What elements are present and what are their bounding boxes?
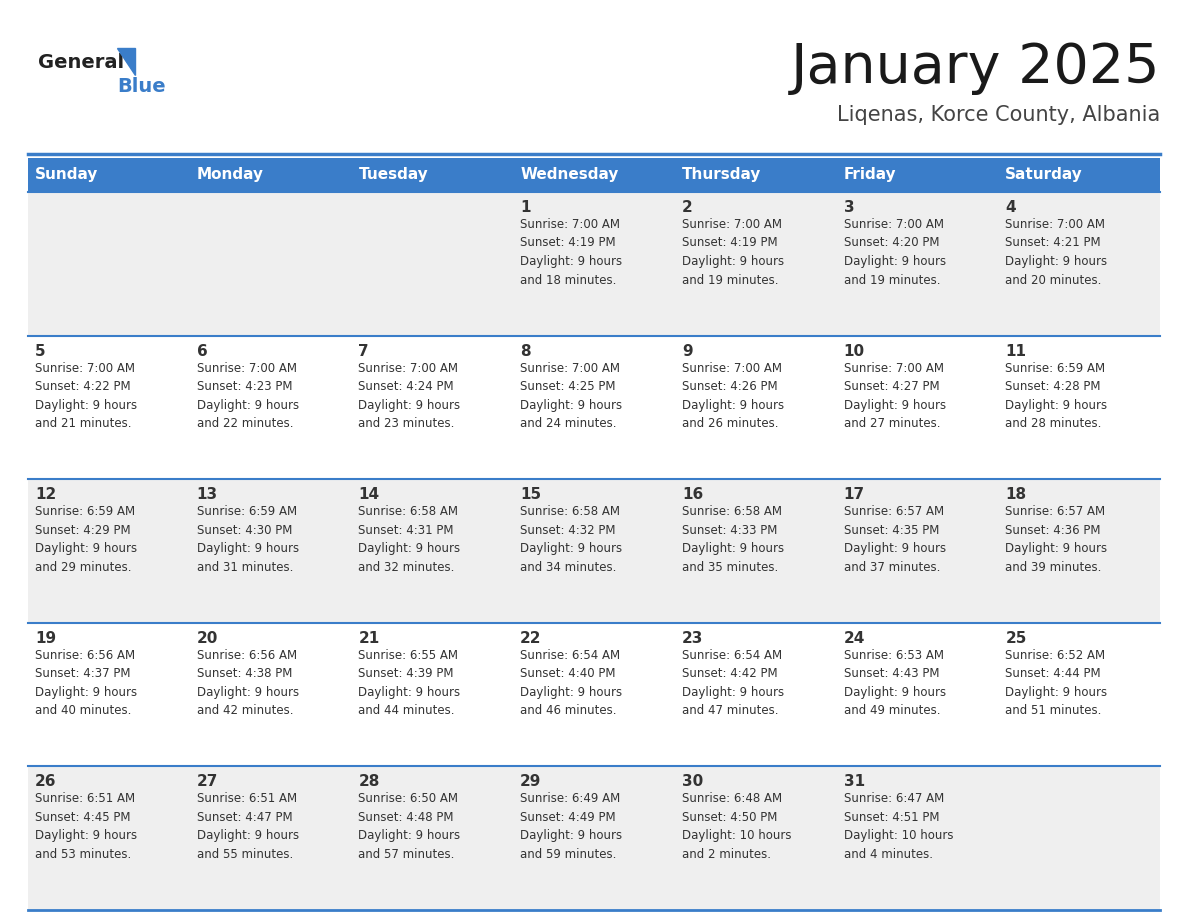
Bar	[998, 158, 1159, 192]
Text: Sunrise: 7:00 AM
Sunset: 4:19 PM
Daylight: 9 hours
and 18 minutes.: Sunrise: 7:00 AM Sunset: 4:19 PM Dayligh…	[520, 218, 623, 286]
Text: Sunrise: 6:48 AM
Sunset: 4:50 PM
Daylight: 10 hours
and 2 minutes.: Sunrise: 6:48 AM Sunset: 4:50 PM Dayligh…	[682, 792, 791, 861]
Text: 26: 26	[34, 775, 57, 789]
Text: Sunrise: 7:00 AM
Sunset: 4:23 PM
Daylight: 9 hours
and 22 minutes.: Sunrise: 7:00 AM Sunset: 4:23 PM Dayligh…	[197, 362, 299, 431]
Text: Sunrise: 6:57 AM
Sunset: 4:35 PM
Daylight: 9 hours
and 37 minutes.: Sunrise: 6:57 AM Sunset: 4:35 PM Dayligh…	[843, 505, 946, 574]
Text: General: General	[38, 52, 124, 72]
Bar	[836, 158, 998, 192]
Text: Tuesday: Tuesday	[359, 167, 428, 183]
Bar	[29, 479, 1159, 622]
Text: Sunrise: 6:50 AM
Sunset: 4:48 PM
Daylight: 9 hours
and 57 minutes.: Sunrise: 6:50 AM Sunset: 4:48 PM Dayligh…	[359, 792, 461, 861]
Polygon shape	[116, 48, 135, 75]
Text: 17: 17	[843, 487, 865, 502]
Text: 5: 5	[34, 343, 45, 359]
Text: 27: 27	[197, 775, 219, 789]
Bar	[29, 192, 1159, 336]
Text: Sunrise: 6:53 AM
Sunset: 4:43 PM
Daylight: 9 hours
and 49 minutes.: Sunrise: 6:53 AM Sunset: 4:43 PM Dayligh…	[843, 649, 946, 717]
Text: 10: 10	[843, 343, 865, 359]
Text: Saturday: Saturday	[1005, 167, 1083, 183]
Text: Sunrise: 6:59 AM
Sunset: 4:28 PM
Daylight: 9 hours
and 28 minutes.: Sunrise: 6:59 AM Sunset: 4:28 PM Dayligh…	[1005, 362, 1107, 431]
Text: 14: 14	[359, 487, 379, 502]
Text: Friday: Friday	[843, 167, 896, 183]
Text: Sunrise: 6:47 AM
Sunset: 4:51 PM
Daylight: 10 hours
and 4 minutes.: Sunrise: 6:47 AM Sunset: 4:51 PM Dayligh…	[843, 792, 953, 861]
Text: 23: 23	[682, 631, 703, 645]
Text: Sunrise: 6:55 AM
Sunset: 4:39 PM
Daylight: 9 hours
and 44 minutes.: Sunrise: 6:55 AM Sunset: 4:39 PM Dayligh…	[359, 649, 461, 717]
Text: 20: 20	[197, 631, 219, 645]
Text: Sunrise: 6:56 AM
Sunset: 4:37 PM
Daylight: 9 hours
and 40 minutes.: Sunrise: 6:56 AM Sunset: 4:37 PM Dayligh…	[34, 649, 137, 717]
Bar	[513, 158, 675, 192]
Text: Sunrise: 6:59 AM
Sunset: 4:30 PM
Daylight: 9 hours
and 31 minutes.: Sunrise: 6:59 AM Sunset: 4:30 PM Dayligh…	[197, 505, 299, 574]
Text: January 2025: January 2025	[790, 41, 1159, 95]
Bar	[29, 158, 190, 192]
Text: Monday: Monday	[197, 167, 264, 183]
Text: 30: 30	[682, 775, 703, 789]
Text: Sunrise: 6:54 AM
Sunset: 4:40 PM
Daylight: 9 hours
and 46 minutes.: Sunrise: 6:54 AM Sunset: 4:40 PM Dayligh…	[520, 649, 623, 717]
Text: 9: 9	[682, 343, 693, 359]
Text: 11: 11	[1005, 343, 1026, 359]
Text: Thursday: Thursday	[682, 167, 762, 183]
Text: 7: 7	[359, 343, 369, 359]
Text: 25: 25	[1005, 631, 1026, 645]
Bar	[29, 767, 1159, 910]
Text: Sunrise: 6:54 AM
Sunset: 4:42 PM
Daylight: 9 hours
and 47 minutes.: Sunrise: 6:54 AM Sunset: 4:42 PM Dayligh…	[682, 649, 784, 717]
Text: 19: 19	[34, 631, 56, 645]
Text: Sunday: Sunday	[34, 167, 99, 183]
Text: 1: 1	[520, 200, 531, 215]
Text: 12: 12	[34, 487, 56, 502]
Text: 4: 4	[1005, 200, 1016, 215]
Text: Sunrise: 7:00 AM
Sunset: 4:20 PM
Daylight: 9 hours
and 19 minutes.: Sunrise: 7:00 AM Sunset: 4:20 PM Dayligh…	[843, 218, 946, 286]
Text: Sunrise: 6:58 AM
Sunset: 4:32 PM
Daylight: 9 hours
and 34 minutes.: Sunrise: 6:58 AM Sunset: 4:32 PM Dayligh…	[520, 505, 623, 574]
Text: 2: 2	[682, 200, 693, 215]
Text: 31: 31	[843, 775, 865, 789]
Bar	[29, 336, 1159, 479]
Text: 18: 18	[1005, 487, 1026, 502]
Text: Sunrise: 6:57 AM
Sunset: 4:36 PM
Daylight: 9 hours
and 39 minutes.: Sunrise: 6:57 AM Sunset: 4:36 PM Dayligh…	[1005, 505, 1107, 574]
Text: Blue: Blue	[116, 76, 165, 95]
Text: 3: 3	[843, 200, 854, 215]
Text: Sunrise: 7:00 AM
Sunset: 4:22 PM
Daylight: 9 hours
and 21 minutes.: Sunrise: 7:00 AM Sunset: 4:22 PM Dayligh…	[34, 362, 137, 431]
Text: 24: 24	[843, 631, 865, 645]
Text: Sunrise: 6:51 AM
Sunset: 4:45 PM
Daylight: 9 hours
and 53 minutes.: Sunrise: 6:51 AM Sunset: 4:45 PM Dayligh…	[34, 792, 137, 861]
Text: Liqenas, Korce County, Albania: Liqenas, Korce County, Albania	[836, 105, 1159, 125]
Bar	[675, 158, 836, 192]
Bar	[29, 622, 1159, 767]
Text: 21: 21	[359, 631, 380, 645]
Text: Sunrise: 6:52 AM
Sunset: 4:44 PM
Daylight: 9 hours
and 51 minutes.: Sunrise: 6:52 AM Sunset: 4:44 PM Dayligh…	[1005, 649, 1107, 717]
Text: Sunrise: 7:00 AM
Sunset: 4:25 PM
Daylight: 9 hours
and 24 minutes.: Sunrise: 7:00 AM Sunset: 4:25 PM Dayligh…	[520, 362, 623, 431]
Text: 16: 16	[682, 487, 703, 502]
Text: Wednesday: Wednesday	[520, 167, 619, 183]
Bar	[352, 158, 513, 192]
Text: 13: 13	[197, 487, 217, 502]
Text: Sunrise: 7:00 AM
Sunset: 4:19 PM
Daylight: 9 hours
and 19 minutes.: Sunrise: 7:00 AM Sunset: 4:19 PM Dayligh…	[682, 218, 784, 286]
Text: 22: 22	[520, 631, 542, 645]
Text: Sunrise: 6:56 AM
Sunset: 4:38 PM
Daylight: 9 hours
and 42 minutes.: Sunrise: 6:56 AM Sunset: 4:38 PM Dayligh…	[197, 649, 299, 717]
Text: Sunrise: 6:51 AM
Sunset: 4:47 PM
Daylight: 9 hours
and 55 minutes.: Sunrise: 6:51 AM Sunset: 4:47 PM Dayligh…	[197, 792, 299, 861]
Text: Sunrise: 6:58 AM
Sunset: 4:33 PM
Daylight: 9 hours
and 35 minutes.: Sunrise: 6:58 AM Sunset: 4:33 PM Dayligh…	[682, 505, 784, 574]
Text: Sunrise: 7:00 AM
Sunset: 4:26 PM
Daylight: 9 hours
and 26 minutes.: Sunrise: 7:00 AM Sunset: 4:26 PM Dayligh…	[682, 362, 784, 431]
Text: Sunrise: 6:59 AM
Sunset: 4:29 PM
Daylight: 9 hours
and 29 minutes.: Sunrise: 6:59 AM Sunset: 4:29 PM Dayligh…	[34, 505, 137, 574]
Text: 28: 28	[359, 775, 380, 789]
Text: Sunrise: 7:00 AM
Sunset: 4:27 PM
Daylight: 9 hours
and 27 minutes.: Sunrise: 7:00 AM Sunset: 4:27 PM Dayligh…	[843, 362, 946, 431]
Text: Sunrise: 6:49 AM
Sunset: 4:49 PM
Daylight: 9 hours
and 59 minutes.: Sunrise: 6:49 AM Sunset: 4:49 PM Dayligh…	[520, 792, 623, 861]
Text: 15: 15	[520, 487, 542, 502]
Text: Sunrise: 7:00 AM
Sunset: 4:21 PM
Daylight: 9 hours
and 20 minutes.: Sunrise: 7:00 AM Sunset: 4:21 PM Dayligh…	[1005, 218, 1107, 286]
Text: 6: 6	[197, 343, 208, 359]
Text: Sunrise: 6:58 AM
Sunset: 4:31 PM
Daylight: 9 hours
and 32 minutes.: Sunrise: 6:58 AM Sunset: 4:31 PM Dayligh…	[359, 505, 461, 574]
Text: 29: 29	[520, 775, 542, 789]
Text: Sunrise: 7:00 AM
Sunset: 4:24 PM
Daylight: 9 hours
and 23 minutes.: Sunrise: 7:00 AM Sunset: 4:24 PM Dayligh…	[359, 362, 461, 431]
Bar	[190, 158, 352, 192]
Text: 8: 8	[520, 343, 531, 359]
